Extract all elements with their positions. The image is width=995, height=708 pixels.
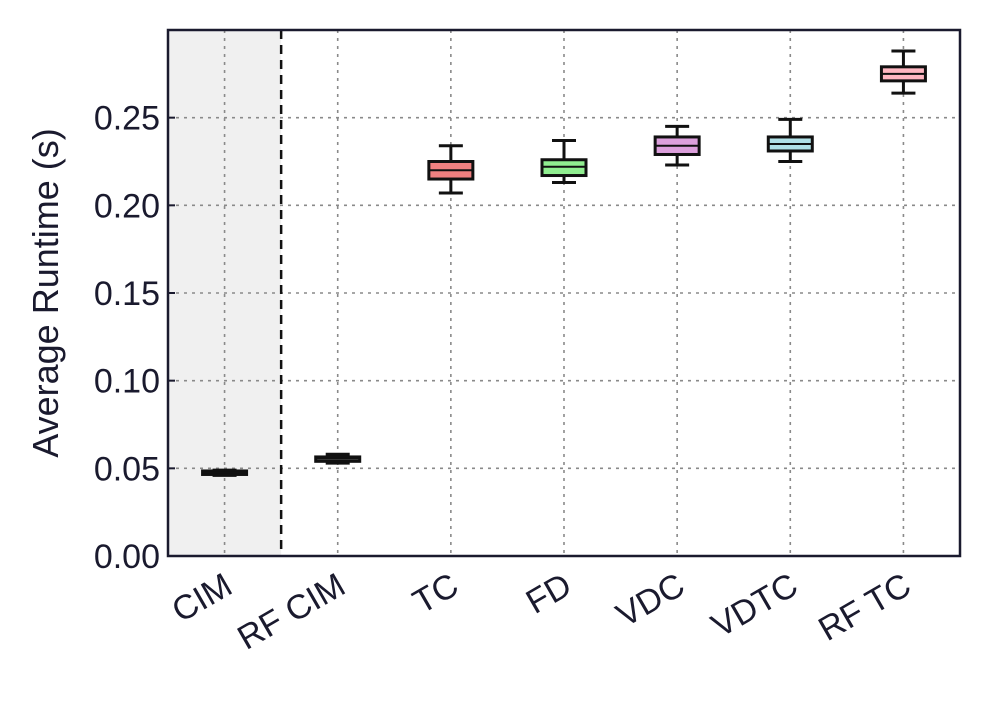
y-tick-label: 0.20 bbox=[94, 187, 160, 225]
x-tick-label: TC bbox=[407, 566, 465, 622]
y-axis-title: Average Runtime (s) bbox=[25, 128, 66, 457]
box-rf-cim bbox=[314, 452, 362, 465]
box-vdc bbox=[653, 124, 701, 167]
x-tick-label: FD bbox=[520, 566, 578, 622]
box-vdtc bbox=[766, 117, 814, 163]
y-tick-labels: 0.00 0.05 0.10 0.15 0.20 0.25 bbox=[94, 100, 175, 576]
grid-lines bbox=[168, 30, 960, 556]
box-rf-tc bbox=[879, 49, 927, 95]
y-tick-label: 0.10 bbox=[94, 363, 160, 401]
x-tick-label: VDC bbox=[610, 566, 691, 635]
box-fd bbox=[540, 138, 588, 185]
box-cim bbox=[201, 468, 249, 477]
y-tick-label: 0.05 bbox=[94, 450, 160, 488]
x-tick-label: RF CIM bbox=[231, 566, 351, 657]
y-tick-label: 0.00 bbox=[94, 538, 160, 576]
x-tick-label: RF TC bbox=[812, 566, 917, 649]
y-tick-label: 0.25 bbox=[94, 100, 160, 138]
box-tc bbox=[427, 144, 475, 195]
y-tick-label: 0.15 bbox=[94, 275, 160, 313]
boxes bbox=[201, 49, 927, 477]
x-tick-label: CIM bbox=[166, 566, 239, 630]
x-tick-label: VDTC bbox=[705, 566, 804, 645]
